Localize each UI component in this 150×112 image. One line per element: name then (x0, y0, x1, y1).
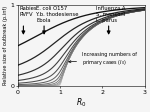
Text: Influenza A
S. mansoni
L. parus: Influenza A S. mansoni L. parus (96, 6, 126, 23)
Text: Increasing numbers of
primary cases ($I_0$): Increasing numbers of primary cases ($I_… (69, 52, 137, 67)
Text: Rabies
RVFV: Rabies RVFV (20, 6, 37, 17)
X-axis label: $R_0$: $R_0$ (76, 96, 86, 109)
Y-axis label: Relative size of outbreak (p.inf): Relative size of outbreak (p.inf) (3, 6, 8, 85)
Text: E. coli O157
Y.b. thodesiense
Ebola: E. coli O157 Y.b. thodesiense Ebola (36, 6, 79, 23)
